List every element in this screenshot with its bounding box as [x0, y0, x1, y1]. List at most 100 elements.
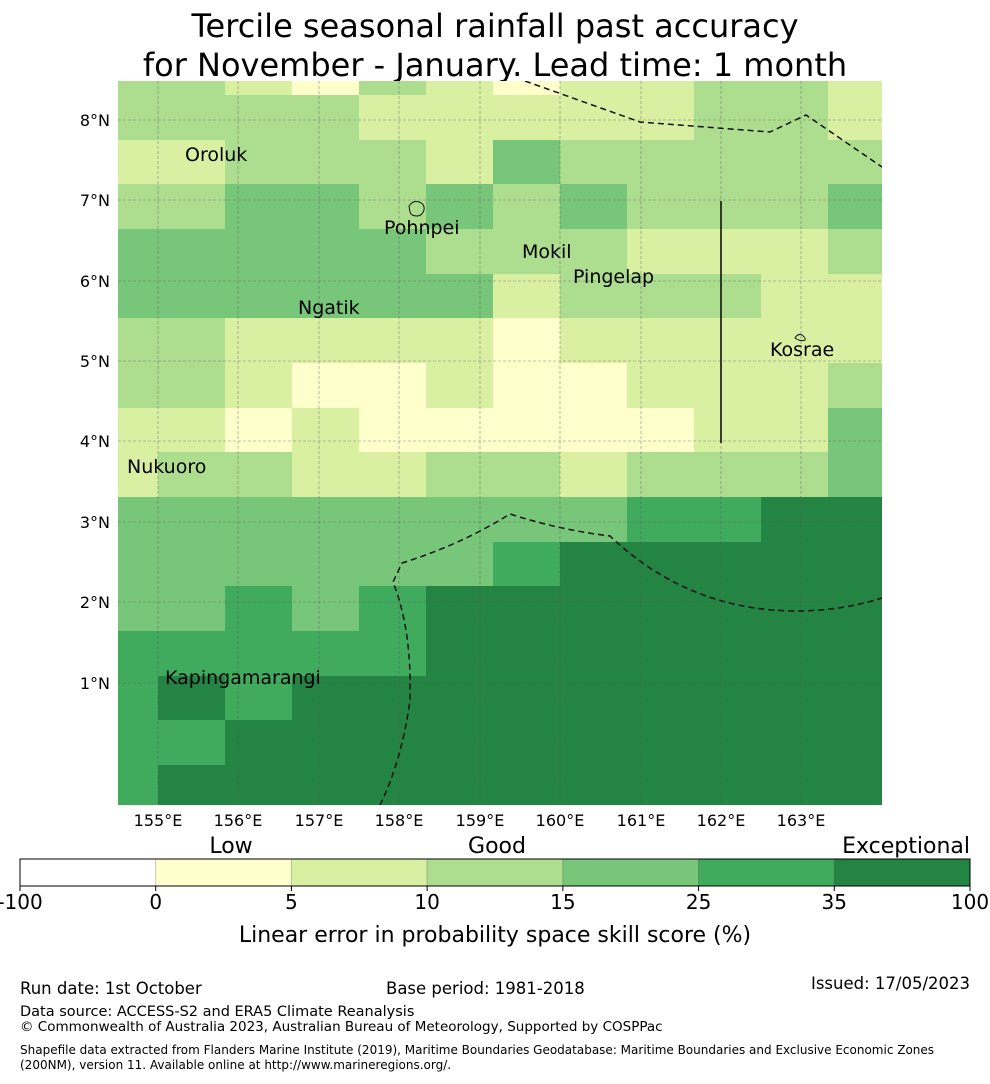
grid-cell: [158, 542, 225, 586]
grid-cell: [694, 95, 761, 140]
category-low: Low: [209, 834, 252, 859]
grid-cell: [493, 274, 560, 318]
grid-cell: [627, 720, 694, 765]
grid-cell: [694, 586, 761, 631]
grid-cell: [493, 408, 560, 452]
grid-cell: [761, 497, 828, 542]
grid-cell: [426, 720, 493, 765]
title-line-1: Tercile seasonal rainfall past accuracy: [190, 7, 798, 45]
latitude-tick: 4°N: [80, 432, 110, 451]
grid-cell: [627, 95, 694, 140]
place-label: Nukuoro: [127, 456, 206, 478]
grid-cell: [158, 452, 225, 497]
grid-cell: [560, 631, 627, 676]
colorbar-segment: [155, 858, 292, 887]
longitude-axis: 155°E 156°E 157°E 158°E 159°E 160°E 161°E 162°E…: [134, 811, 826, 830]
grid-cell: [426, 229, 493, 274]
run-date: Run date: 1st October: [20, 979, 202, 998]
colorbar-tick-label: 25: [686, 890, 711, 914]
grid-cell: [694, 765, 761, 805]
grid-cell: [118, 542, 158, 586]
grid-cell: [292, 184, 359, 229]
grid-cell: [627, 229, 694, 274]
grid-cell: [118, 408, 158, 452]
grid-cell: [426, 184, 493, 229]
grid-cell: [493, 363, 560, 408]
grid-cell: [493, 676, 560, 720]
grid-cell: [493, 631, 560, 676]
grid-cell: [761, 184, 828, 229]
grid-cell: [828, 720, 882, 765]
grid-cell: [828, 274, 882, 318]
grid-cell: [359, 676, 426, 720]
grid-cell: [493, 318, 560, 363]
longitude-tick: 155°E: [134, 811, 183, 830]
grid-cell: [426, 765, 493, 805]
grid-cell: [359, 274, 426, 318]
grid-cell: [292, 95, 359, 140]
grid-cell: [292, 140, 359, 184]
latitude-tick: 2°N: [80, 593, 110, 612]
grid-cell: [828, 452, 882, 497]
grid-cell: [627, 676, 694, 720]
grid-cell: [493, 184, 560, 229]
kosrae-island-icon: [794, 333, 806, 342]
grid-cell: [426, 452, 493, 497]
grid-cell: [118, 229, 158, 274]
grid-cell: [426, 81, 493, 95]
grid-cell: [761, 318, 828, 363]
grid-cell: [158, 229, 225, 274]
grid-cell: [158, 586, 225, 631]
latitude-tick: 7°N: [80, 191, 110, 210]
place-label: Ngatik: [298, 297, 360, 319]
grid-cell: [761, 81, 828, 95]
longitude-tick: 157°E: [295, 811, 344, 830]
place-label: Pingelap: [573, 266, 654, 288]
grid-cell: [158, 676, 225, 720]
grid-cell: [560, 676, 627, 720]
grid-cell: [493, 765, 560, 805]
grid-cell: [761, 363, 828, 408]
colorbar-segment: [698, 858, 835, 887]
grid-cell: [225, 95, 292, 140]
grid-cell: [225, 586, 292, 631]
grid-cell: [560, 497, 627, 542]
colorbar-tick-label: 15: [550, 890, 575, 914]
longitude-tick: 156°E: [214, 811, 263, 830]
grid-cell: [292, 408, 359, 452]
grid-cell: [359, 452, 426, 497]
grid-cell: [225, 631, 292, 676]
grid-cell: [828, 95, 882, 140]
grid-cell: [493, 586, 560, 631]
grid-cell: [761, 765, 828, 805]
place-label: Kapingamarangi: [165, 667, 321, 689]
colorbar-segment: [833, 858, 971, 887]
grid-cell: [158, 720, 225, 765]
grid-cell: [118, 497, 158, 542]
grid-cell: [426, 318, 493, 363]
grid-cell: [118, 363, 158, 408]
grid-cell: [560, 363, 627, 408]
grid-cell: [158, 408, 225, 452]
grid-cell: [761, 95, 828, 140]
longitude-tick: 162°E: [697, 811, 746, 830]
grid-cell: [118, 586, 158, 631]
latitude-tick: 3°N: [80, 513, 110, 532]
grid-cell: [493, 452, 560, 497]
longitude-tick: 161°E: [617, 811, 666, 830]
place-label: Oroluk: [185, 144, 247, 166]
grid-cell: [828, 229, 882, 274]
grid-cell: [694, 452, 761, 497]
shapefile-credit-2: (200NM), version 11. Available online at…: [20, 1058, 451, 1072]
grid-cell: [560, 765, 627, 805]
pohnpei-island-icon: [408, 201, 425, 217]
grid-cell: [158, 497, 225, 542]
grid-cell: [292, 452, 359, 497]
category-good: Good: [468, 834, 526, 859]
grid-cell: [426, 408, 493, 452]
grid-cell: [761, 586, 828, 631]
grid-cell: [359, 765, 426, 805]
grid-cell: [426, 274, 493, 318]
